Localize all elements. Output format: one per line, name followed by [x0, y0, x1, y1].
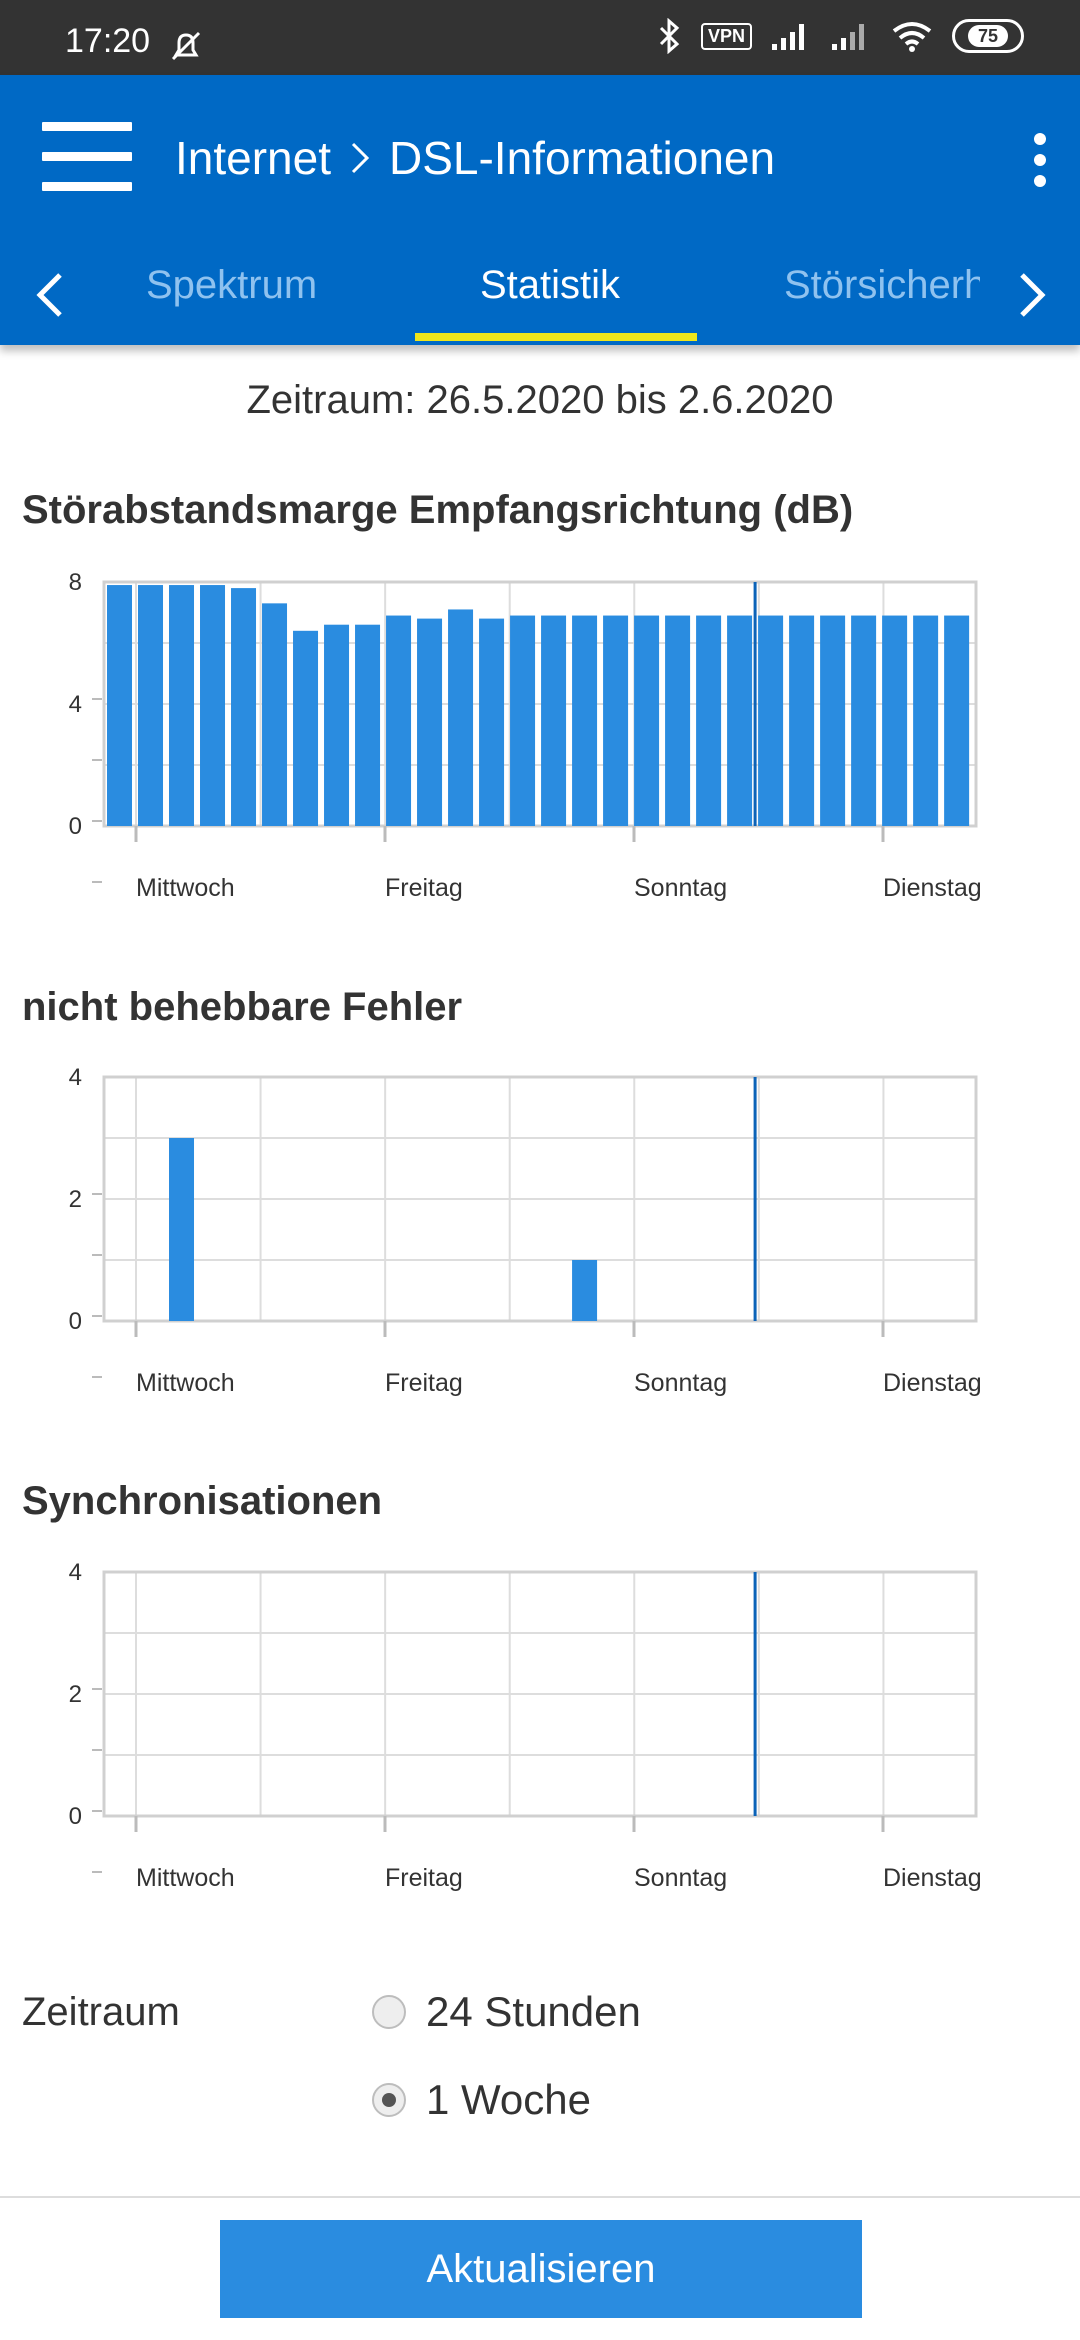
y-tick-label: 0 — [69, 1308, 82, 1335]
radio-label: 24 Stunden — [426, 1988, 641, 2035]
tab-statistik[interactable]: Statistik — [480, 263, 621, 307]
bar — [696, 615, 722, 826]
bar — [293, 630, 319, 826]
radio-option-24h[interactable]: 24 Stunden — [372, 1988, 641, 2036]
x-tick-label: Mittwoch — [136, 874, 235, 902]
period-range-text: Zeitraum: 26.5.2020 bis 2.6.2020 — [246, 378, 834, 422]
tab-bar: Spektrum Statistik Störsicherh — [0, 255, 1080, 345]
x-tick-label: Dienstag — [883, 1369, 982, 1397]
bar — [851, 615, 877, 826]
bar — [541, 615, 567, 826]
battery-level: 75 — [967, 25, 1009, 47]
chevron-left-icon[interactable] — [22, 265, 82, 325]
hamburger-icon[interactable] — [42, 122, 132, 192]
x-tick-label: Dienstag — [883, 1864, 982, 1892]
chart-title-errors: nicht behebbare Fehler — [22, 985, 463, 1029]
app-bar: Internet DSL-Informationen Spektrum Stat… — [0, 75, 1080, 345]
period-label: Zeitraum — [22, 1990, 180, 2034]
bar — [944, 615, 970, 826]
bar — [758, 615, 784, 826]
bar — [479, 618, 505, 826]
bar — [262, 603, 288, 826]
bar — [572, 615, 598, 826]
y-tick-label: 4 — [69, 1064, 82, 1091]
y-tick-label: 0 — [69, 1803, 82, 1830]
x-tick-label: Mittwoch — [136, 1864, 235, 1892]
radio-option-week[interactable]: 1 Woche — [372, 2076, 591, 2124]
y-tick-label: 8 — [69, 569, 82, 596]
uncorrectable-errors-chart: 0 2 4 Mittwoch Freitag Sonntag Dienstag — [69, 1064, 982, 1397]
bar — [727, 615, 753, 826]
wifi-icon — [892, 22, 932, 52]
chart-title-sync: Synchronisationen — [22, 1479, 383, 1523]
page-title: DSL-Informationen — [389, 132, 776, 184]
x-tick-label: Dienstag — [883, 874, 982, 902]
bar — [882, 615, 908, 826]
bar — [417, 618, 443, 826]
x-tick-label: Sonntag — [634, 874, 727, 902]
bar — [200, 585, 226, 826]
x-tick-label: Freitag — [385, 874, 463, 902]
bar — [913, 615, 939, 826]
x-tick-label: Sonntag — [634, 1864, 727, 1892]
bar — [448, 609, 474, 826]
signal-icon — [832, 24, 864, 50]
bar — [789, 615, 815, 826]
bar — [107, 585, 133, 826]
bar — [324, 624, 350, 826]
active-tab-indicator — [415, 333, 697, 341]
breadcrumb-parent[interactable]: Internet — [175, 132, 331, 184]
synchronizations-chart: 0 2 4 Mittwoch Freitag Sonntag Dienstag — [69, 1559, 982, 1892]
x-tick-label: Sonntag — [634, 1369, 727, 1397]
status-bar: 17:20 VPN 75 — [0, 0, 1080, 75]
y-tick-label: 4 — [69, 691, 82, 718]
bar — [665, 615, 691, 826]
status-time: 17:20 — [65, 22, 151, 60]
bar — [603, 615, 629, 826]
signal-icon — [772, 24, 804, 50]
bar — [386, 615, 412, 826]
bar — [138, 585, 164, 826]
plot-frame — [102, 580, 978, 828]
refresh-button[interactable]: Aktualisieren — [220, 2220, 862, 2318]
breadcrumb: Internet DSL-Informationen — [175, 131, 775, 185]
y-tick-label: 0 — [69, 813, 82, 840]
snr-margin-chart: 0 4 8 Mittwoch Freitag Sonntag Dienstag — [69, 569, 982, 902]
bar — [820, 615, 846, 826]
y-tick-label: 4 — [69, 1559, 82, 1586]
x-tick-label: Mittwoch — [136, 1369, 235, 1397]
chevron-right-icon[interactable] — [1000, 265, 1060, 325]
bar — [355, 624, 381, 826]
bar — [510, 615, 536, 826]
chevron-right-icon — [351, 142, 370, 174]
x-tick-label: Freitag — [385, 1864, 463, 1892]
y-tick-label: 2 — [69, 1186, 82, 1213]
bell-off-icon — [171, 31, 201, 61]
bar — [634, 615, 660, 826]
more-vertical-icon[interactable] — [1030, 133, 1050, 196]
plot-frame — [102, 1075, 978, 1323]
x-tick-label: Freitag — [385, 1369, 463, 1397]
divider — [0, 2196, 1080, 2198]
radio-label: 1 Woche — [426, 2076, 591, 2123]
radio-button[interactable] — [372, 1995, 406, 2029]
radio-button-checked[interactable] — [372, 2083, 406, 2117]
bar — [572, 1260, 598, 1321]
bar — [169, 585, 195, 826]
bar — [169, 1138, 195, 1321]
bar — [231, 588, 257, 826]
y-tick-label: 2 — [69, 1681, 82, 1708]
tab-stoersicherheit[interactable]: Störsicherh — [784, 263, 980, 307]
tab-spektrum[interactable]: Spektrum — [146, 263, 318, 307]
battery-icon: 75 — [952, 19, 1024, 53]
vpn-icon: VPN — [700, 22, 752, 50]
bluetooth-icon — [659, 18, 680, 54]
plot-frame — [102, 1570, 978, 1818]
chart-title-snr: Störabstandsmarge Empfangsrichtung (dB) — [22, 488, 854, 532]
